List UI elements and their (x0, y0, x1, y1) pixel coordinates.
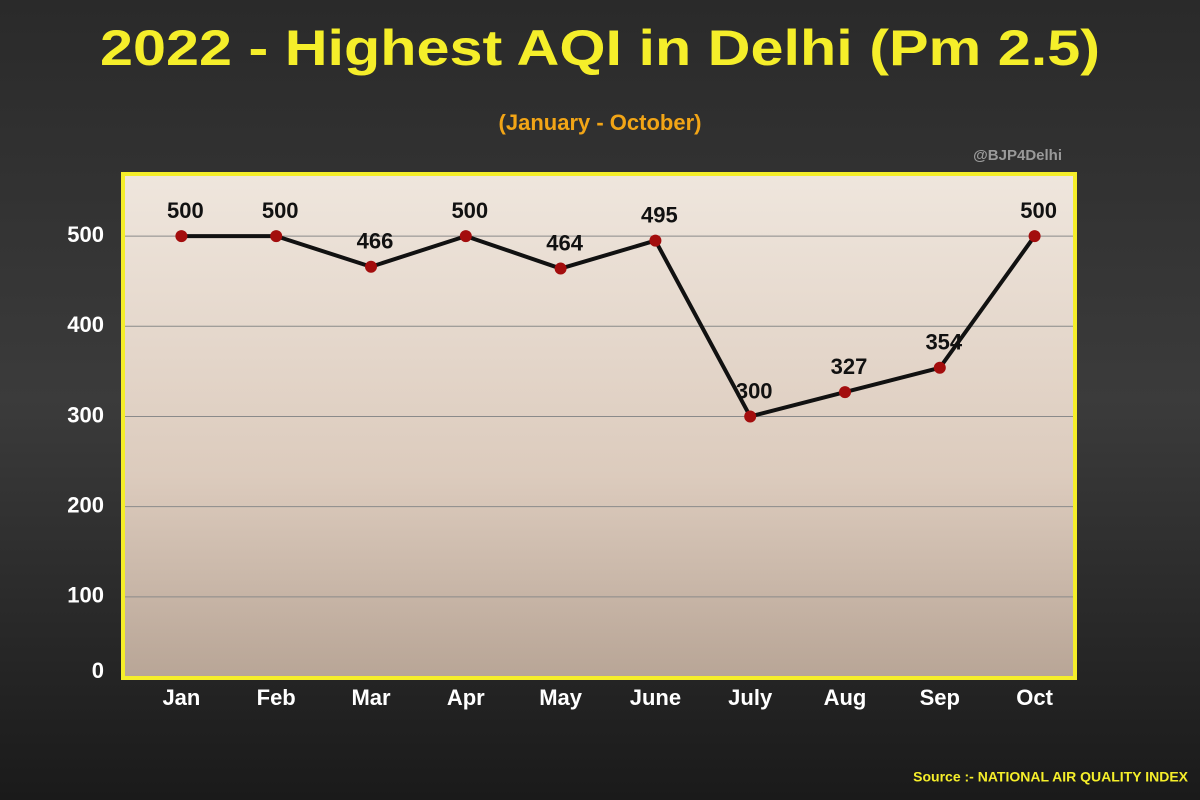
chart-title: 2022 - Highest AQI in Delhi (Pm 2.5) (100, 20, 1100, 76)
data-point (649, 234, 662, 247)
x-tick-label: Feb (257, 685, 296, 710)
data-label: 500 (262, 198, 299, 223)
data-label: 464 (546, 230, 583, 255)
data-label: 466 (357, 229, 394, 254)
y-tick-label: 0 (92, 658, 104, 683)
data-point (1028, 230, 1041, 243)
data-point (744, 410, 757, 423)
data-label: 500 (451, 198, 488, 223)
data-line (181, 234, 1037, 419)
y-tick-label: 500 (67, 222, 104, 247)
x-tick-label: Mar (351, 685, 391, 710)
source: Source :- NATIONAL AIR QUALITY INDEX (913, 769, 1188, 785)
watermark: @BJP4Delhi (973, 147, 1062, 164)
data-point (933, 361, 946, 374)
data-label: 327 (831, 354, 868, 379)
data-label: 300 (736, 378, 773, 403)
y-tick-label: 400 (67, 312, 104, 337)
data-point (270, 230, 283, 243)
x-tick-label: Aug (824, 685, 867, 710)
data-point (175, 230, 188, 243)
x-tick-label: July (728, 685, 773, 710)
x-tick-label: Oct (1016, 685, 1053, 710)
data-label: 354 (925, 330, 962, 355)
data-label: 495 (641, 202, 678, 227)
x-tick-label: Jan (162, 685, 200, 710)
plot-area (121, 172, 1077, 680)
x-tick-label: June (630, 685, 681, 710)
data-label: 500 (1020, 198, 1057, 223)
data-point (365, 260, 377, 273)
x-tick-label: Apr (447, 685, 485, 710)
y-tick-label: 300 (67, 402, 104, 427)
x-tick-label: May (539, 685, 583, 710)
data-point (554, 262, 567, 275)
x-tick-label: Sep (920, 685, 960, 710)
chart-subtitle: (January - October) (499, 110, 702, 135)
y-tick-label: 200 (67, 492, 104, 517)
data-point (459, 230, 472, 243)
data-label: 500 (167, 198, 204, 223)
data-point (839, 386, 851, 399)
y-tick-label: 100 (67, 583, 104, 608)
